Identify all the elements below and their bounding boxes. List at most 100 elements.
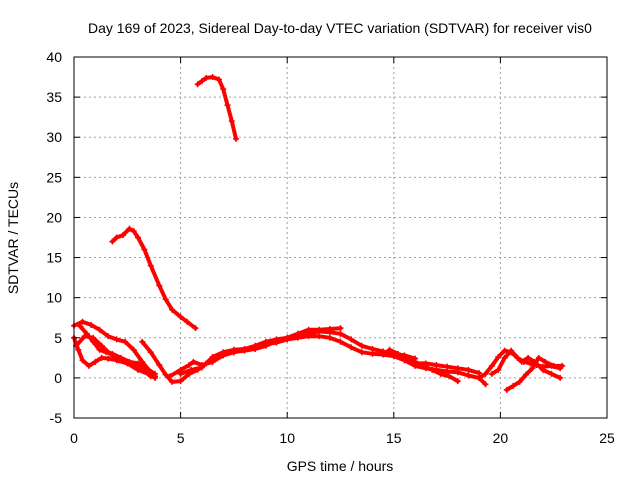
- data-point: [98, 354, 105, 361]
- data-point: [252, 342, 259, 349]
- series-group: [71, 74, 566, 393]
- data-point: [348, 344, 355, 351]
- x-tick-label: 10: [279, 430, 295, 446]
- data-point: [326, 325, 333, 332]
- data-point: [476, 374, 483, 381]
- data-point: [230, 349, 237, 356]
- data-point: [147, 373, 154, 380]
- data-point: [96, 326, 103, 333]
- data-point: [83, 330, 90, 337]
- data-point: [141, 246, 148, 253]
- x-tick-label: 5: [177, 430, 185, 446]
- data-point: [482, 370, 489, 377]
- data-point: [316, 326, 323, 333]
- data-point: [147, 262, 154, 269]
- data-point: [395, 350, 402, 357]
- data-point: [294, 330, 301, 337]
- data-point: [209, 74, 216, 81]
- data-point: [525, 354, 532, 361]
- data-point: [215, 76, 222, 83]
- data-point: [535, 354, 542, 361]
- data-point: [152, 370, 159, 377]
- data-point: [429, 366, 436, 373]
- x-axis-label: GPS time / hours: [287, 458, 394, 474]
- data-point: [126, 358, 133, 365]
- data-point: [224, 102, 231, 109]
- data-point: [326, 334, 333, 341]
- data-point: [380, 351, 387, 358]
- data-point: [92, 358, 99, 365]
- data-point: [177, 366, 184, 373]
- data-point: [79, 318, 86, 325]
- data-point: [305, 333, 312, 340]
- data-point: [96, 346, 103, 353]
- series-arc-7: [166, 325, 344, 380]
- data-point: [510, 382, 517, 389]
- series-arc-4: [77, 323, 159, 377]
- data-point: [143, 365, 150, 372]
- data-point: [433, 362, 440, 369]
- data-point: [233, 135, 240, 142]
- data-point: [90, 338, 97, 345]
- data-point: [105, 333, 112, 340]
- data-point: [102, 349, 109, 356]
- data-point: [209, 358, 216, 365]
- data-point: [444, 363, 451, 370]
- data-point: [542, 358, 549, 365]
- data-point: [316, 333, 323, 340]
- data-point: [540, 366, 547, 373]
- data-point: [134, 234, 141, 241]
- data-point: [117, 354, 124, 361]
- data-point: [98, 342, 105, 349]
- data-point: [262, 338, 269, 345]
- data-point: [77, 323, 84, 330]
- series-arc-mid: [109, 225, 199, 332]
- data-point: [134, 360, 141, 367]
- data-point: [501, 354, 508, 361]
- data-point: [548, 370, 555, 377]
- plot-frame: [73, 56, 608, 419]
- data-point: [529, 365, 536, 372]
- data-point: [482, 381, 489, 388]
- data-point: [501, 347, 508, 354]
- data-point: [337, 330, 344, 337]
- data-point: [386, 346, 393, 353]
- y-tick-label: 40: [46, 49, 62, 65]
- data-point: [522, 371, 529, 378]
- data-point: [437, 370, 444, 377]
- data-point: [122, 338, 129, 345]
- data-point: [109, 350, 116, 357]
- data-point: [465, 372, 472, 379]
- series-line: [178, 334, 488, 387]
- series-line: [110, 226, 198, 331]
- series-arc-high: [194, 74, 240, 142]
- data-point: [220, 352, 227, 359]
- x-tick-label: 20: [493, 430, 509, 446]
- data-point: [169, 378, 176, 385]
- series-line: [195, 75, 238, 141]
- data-point: [75, 346, 82, 353]
- data-point: [109, 238, 116, 245]
- data-point: [422, 360, 429, 367]
- y-tick-label: 15: [46, 250, 62, 266]
- y-tick-label: 35: [46, 89, 62, 105]
- data-point: [454, 365, 461, 372]
- data-point: [190, 358, 197, 365]
- data-point: [518, 358, 525, 365]
- grid: [74, 57, 607, 418]
- data-point: [162, 371, 169, 378]
- data-point: [337, 325, 344, 332]
- data-point: [113, 336, 120, 343]
- series-arc-6: [177, 333, 489, 388]
- data-point: [465, 366, 472, 373]
- data-point: [126, 225, 133, 232]
- x-tick-label: 0: [70, 430, 78, 446]
- data-point: [369, 350, 376, 357]
- data-point: [147, 349, 154, 356]
- data-point: [559, 362, 566, 369]
- data-point: [198, 362, 205, 369]
- data-point: [241, 346, 248, 353]
- data-point: [495, 366, 502, 373]
- x-tick-label: 25: [599, 430, 615, 446]
